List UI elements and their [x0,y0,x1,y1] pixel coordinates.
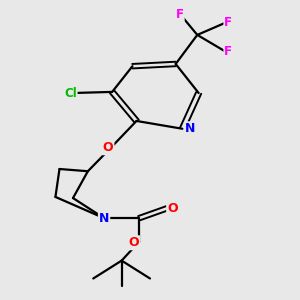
Text: F: F [224,45,232,58]
Text: F: F [176,8,184,21]
Text: Cl: Cl [64,86,77,100]
Text: O: O [167,202,178,214]
Text: O: O [128,236,139,249]
Text: O: O [103,141,113,154]
Text: N: N [185,122,195,135]
Text: F: F [224,16,232,29]
Text: N: N [99,212,109,225]
